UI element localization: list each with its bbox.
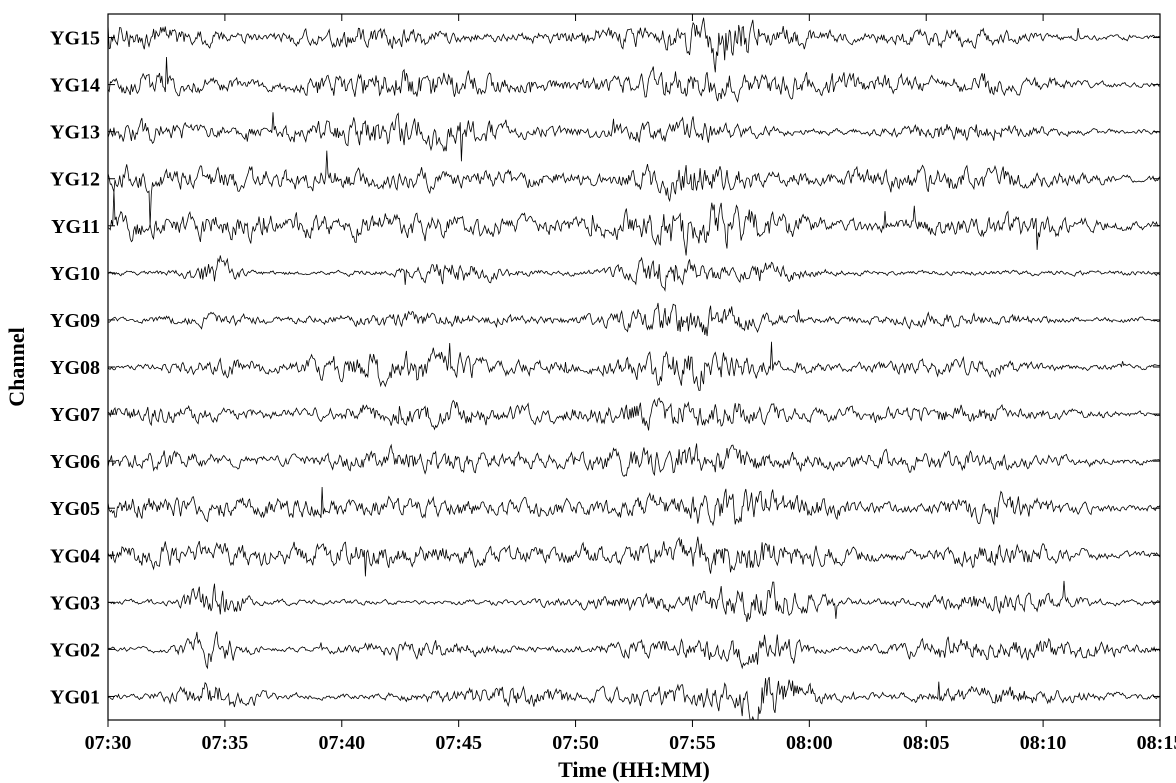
waveform-yg05 — [108, 487, 1160, 525]
x-tick-label: 08:00 — [786, 732, 833, 754]
x-tick-label: 08:10 — [1020, 732, 1067, 754]
waveform-yg14 — [108, 57, 1160, 102]
waveform-yg10 — [108, 255, 1160, 290]
waveform-yg13 — [108, 112, 1160, 161]
x-tick-label: 08:05 — [903, 732, 950, 754]
waveform-yg12 — [108, 151, 1160, 227]
x-tick-label: 07:50 — [552, 732, 599, 754]
y-tick-label: YG01 — [50, 686, 100, 708]
y-tick-label: YG02 — [50, 639, 100, 661]
waveform-yg08 — [108, 342, 1160, 391]
traces-group — [108, 18, 1160, 729]
waveform-yg03 — [108, 581, 1160, 622]
y-tick-label: YG14 — [50, 75, 100, 97]
x-axis-label: Time (HH:MM) — [558, 757, 710, 782]
y-tick-label: YG04 — [50, 545, 100, 567]
x-tick-label: 07:45 — [435, 732, 482, 754]
y-tick-label: YG05 — [50, 498, 100, 520]
y-axis-label: Channel — [4, 327, 29, 406]
x-tick-label: 08:15 — [1137, 732, 1176, 754]
waveform-yg04 — [108, 537, 1160, 577]
waveform-yg02 — [108, 632, 1160, 669]
waveform-yg09 — [108, 303, 1160, 336]
y-tick-label: YG13 — [50, 122, 100, 144]
y-tick-label: YG07 — [50, 404, 100, 426]
y-tick-label: YG10 — [50, 263, 100, 285]
y-tick-label: YG09 — [50, 310, 100, 332]
y-tick-label: YG08 — [50, 357, 100, 379]
y-tick-label: YG12 — [50, 169, 100, 191]
y-tick-label: YG15 — [50, 28, 100, 50]
x-tick-label: 07:30 — [85, 732, 132, 754]
waveform-yg15 — [108, 18, 1160, 73]
waveform-yg01 — [108, 677, 1160, 729]
x-tick-label: 07:40 — [318, 732, 365, 754]
waveform-yg11 — [108, 190, 1160, 255]
waveform-yg07 — [108, 398, 1160, 430]
y-tick-label: YG06 — [50, 451, 100, 473]
chart-svg: 07:30 07:35 07:40 07:45 07:50 07:55 08:00 08:05… — [0, 0, 1176, 783]
y-tick-label: YG11 — [51, 216, 100, 238]
y-tick-label: YG03 — [50, 592, 100, 614]
x-tick-label: 07:55 — [669, 732, 716, 754]
waveform-yg06 — [108, 444, 1160, 477]
seismic-waveform-chart: 07:30 07:35 07:40 07:45 07:50 07:55 08:00 08:05… — [0, 0, 1176, 783]
x-tick-label: 07:35 — [202, 732, 249, 754]
